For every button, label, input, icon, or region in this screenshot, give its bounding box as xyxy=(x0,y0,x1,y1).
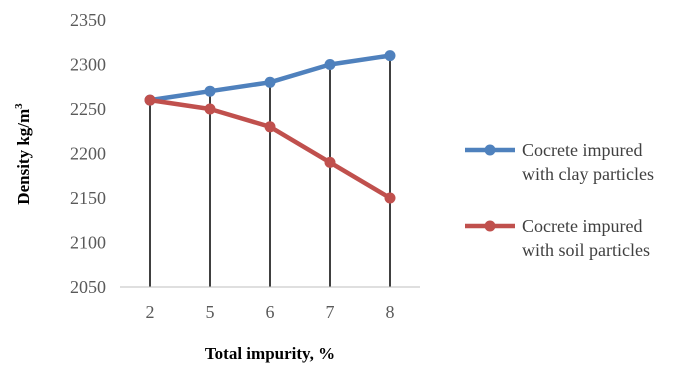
y-tick-label: 2250 xyxy=(70,99,106,119)
legend-label-line2: with clay particles xyxy=(522,164,654,184)
x-tick-label: 5 xyxy=(206,302,215,322)
data-point-series-1 xyxy=(264,76,276,88)
y-tick-label: 2350 xyxy=(70,10,106,30)
y-tick-label: 2100 xyxy=(70,233,106,253)
data-point-series-1 xyxy=(384,50,396,62)
x-tick-label: 6 xyxy=(266,302,275,322)
data-point-series-1 xyxy=(324,59,336,70)
x-tick-label: 2 xyxy=(146,302,155,322)
y-axis-title-main: Density kg/m xyxy=(14,109,33,205)
legend-label-line1: Cocrete impured xyxy=(522,140,642,160)
series-group xyxy=(144,50,396,204)
y-tick-label: 2200 xyxy=(70,144,106,164)
legend-swatch-marker xyxy=(484,144,496,156)
y-tick-label: 2150 xyxy=(70,188,106,208)
x-axis-title: Total impurity, % xyxy=(205,344,335,363)
data-point-series-1 xyxy=(204,85,216,97)
y-axis-ticks: 2050 2100 2150 2200 2250 2300 2350 xyxy=(70,10,106,297)
data-point-series-2 xyxy=(384,192,396,204)
drop-lines xyxy=(149,55,391,287)
legend: Cocrete impured with clay particles Cocret… xyxy=(465,140,654,260)
y-axis-title: Density kg/m3 xyxy=(13,103,33,205)
data-point-series-2 xyxy=(204,103,216,115)
x-tick-label: 8 xyxy=(386,302,395,322)
data-point-series-2 xyxy=(264,121,276,133)
legend-label-line2: with soil particles xyxy=(522,240,650,260)
data-point-series-2 xyxy=(324,156,336,168)
y-tick-label: 2300 xyxy=(70,55,106,75)
y-axis-title-superscript: 3 xyxy=(13,103,25,109)
y-tick-label: 2050 xyxy=(70,277,106,297)
x-axis-ticks: 2 5 6 7 8 xyxy=(146,302,395,322)
legend-label-line1: Cocrete impured xyxy=(522,216,642,236)
x-tick-label: 7 xyxy=(326,302,335,322)
legend-swatch-marker xyxy=(484,220,496,232)
data-point-series-2 xyxy=(144,94,156,106)
